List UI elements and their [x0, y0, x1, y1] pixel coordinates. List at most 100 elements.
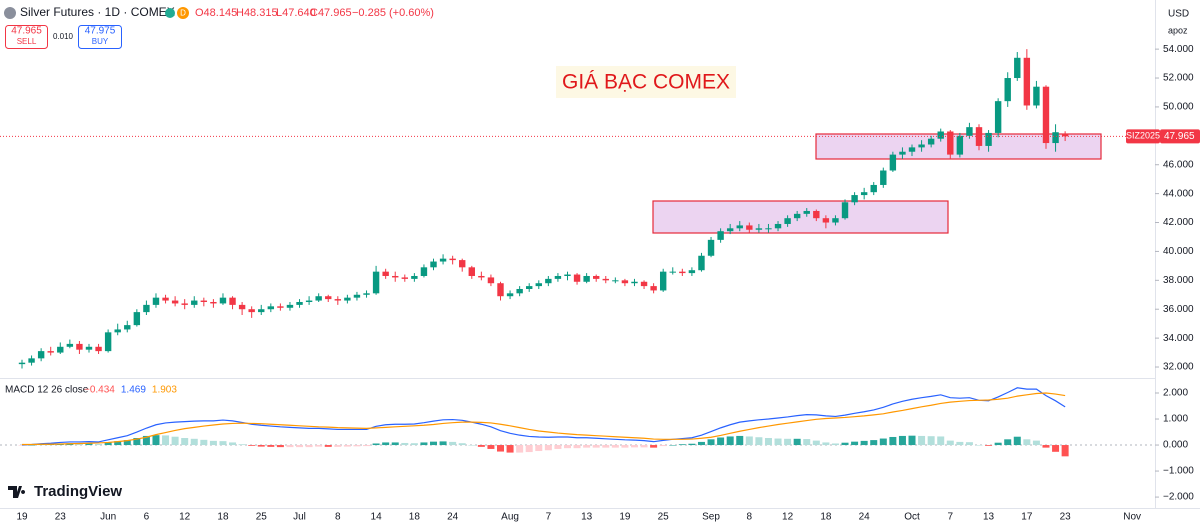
candle-body	[631, 281, 638, 284]
histogram-bar	[487, 445, 495, 449]
candle-body	[411, 275, 418, 279]
histogram-bar	[697, 441, 705, 446]
candle-body	[76, 343, 83, 350]
histogram-bar	[439, 441, 447, 446]
candle-body	[746, 225, 753, 230]
candle-body	[573, 274, 581, 282]
zone-box	[652, 200, 949, 234]
candle-body	[277, 306, 284, 308]
histogram-bar	[774, 438, 782, 446]
histogram-bar	[927, 436, 935, 446]
histogram-bar	[965, 442, 973, 446]
histogram-bar	[276, 445, 284, 448]
histogram-bar	[142, 435, 150, 446]
candle-body	[238, 304, 246, 310]
y-tick-label: 44.000	[1163, 188, 1194, 199]
candle-body	[813, 210, 820, 219]
candle-body	[372, 271, 380, 294]
histogram-bar	[793, 438, 801, 446]
histogram-bar	[621, 445, 629, 448]
candle-body	[229, 297, 236, 305]
candle-body	[258, 309, 265, 313]
sell-button[interactable]	[5, 25, 48, 49]
histogram-bar	[851, 441, 859, 446]
candle-body	[612, 280, 619, 282]
histogram-bar	[410, 443, 418, 446]
candle-body	[908, 147, 916, 152]
x-tick-label: 19	[16, 512, 28, 523]
histogram-bar	[219, 441, 227, 446]
x-tick-label: 24	[447, 512, 459, 523]
histogram-bar	[516, 445, 524, 453]
candle-body	[659, 271, 667, 291]
y-tick-label: 0.000	[1163, 440, 1188, 451]
candle-body	[1004, 78, 1011, 102]
histogram-bar	[583, 445, 591, 448]
interval-badge	[177, 7, 189, 19]
y-tick-label: 40.000	[1163, 246, 1194, 257]
histogram-bar	[831, 443, 839, 446]
histogram-bar	[669, 445, 677, 446]
y-tick-label: 32.000	[1163, 362, 1194, 373]
histogram-bar	[28, 445, 36, 446]
scale-note: apoz	[1168, 25, 1188, 35]
x-tick-label: Jun	[100, 512, 116, 523]
histogram-bar	[640, 445, 648, 448]
y-tick-label: 50.000	[1163, 102, 1194, 113]
candle-body	[956, 135, 964, 155]
histogram-bar	[190, 438, 198, 446]
candle-body	[593, 275, 600, 279]
ohlc-close: C47.965	[310, 7, 352, 19]
y-tick-label: −1.000	[1163, 466, 1194, 477]
histogram-bar	[114, 441, 122, 446]
candle-body	[966, 127, 973, 136]
histogram-bar	[898, 435, 906, 446]
candle-body	[602, 278, 609, 281]
macd-value: 1.469	[121, 385, 146, 396]
histogram-bar	[860, 440, 868, 446]
y-tick-label: 36.000	[1163, 304, 1194, 315]
histogram-bar	[286, 445, 294, 448]
x-tick-label: Jul	[293, 512, 306, 523]
x-tick-label: 7	[546, 512, 552, 523]
candle-body	[726, 228, 734, 232]
candle-body	[66, 343, 74, 347]
histogram-bar	[736, 435, 744, 446]
last-price-tag: 47.965	[1164, 131, 1195, 142]
candle-body	[899, 151, 906, 155]
histogram-bar	[707, 439, 715, 446]
candle-body	[344, 297, 351, 301]
histogram-bar	[870, 440, 878, 446]
histogram-bar	[602, 445, 610, 448]
ohlc-open: O48.145	[195, 7, 237, 19]
histogram-bar	[573, 445, 581, 449]
y-tick-label: 54.000	[1163, 44, 1194, 55]
candle-body	[583, 275, 590, 282]
candle-body	[392, 275, 399, 278]
x-tick-label: 23	[55, 512, 67, 523]
histogram-bar	[248, 445, 256, 446]
histogram-bar	[879, 438, 887, 446]
candle-body	[880, 170, 887, 185]
x-tick-label: 6	[144, 512, 150, 523]
candle-body	[363, 293, 370, 295]
candle-body	[296, 301, 303, 305]
candle-body	[353, 294, 361, 298]
last-price-tag-bg	[1160, 129, 1200, 144]
buy-button[interactable]	[78, 25, 122, 49]
candle-body	[85, 346, 93, 350]
candle-body	[994, 101, 1002, 133]
x-tick-label: 12	[782, 512, 794, 523]
histogram-bar	[764, 438, 772, 446]
x-tick-label: 23	[1060, 512, 1072, 523]
histogram-bar	[238, 444, 246, 446]
histogram-bar	[1013, 436, 1021, 446]
brand-logo	[8, 486, 26, 498]
candle-body	[133, 312, 141, 326]
y-tick-label: 38.000	[1163, 275, 1194, 286]
histogram-bar	[497, 445, 504, 452]
candle-body	[841, 202, 849, 219]
macd-title: MACD 12 26 close	[5, 385, 89, 396]
x-tick-label: 18	[217, 512, 229, 523]
